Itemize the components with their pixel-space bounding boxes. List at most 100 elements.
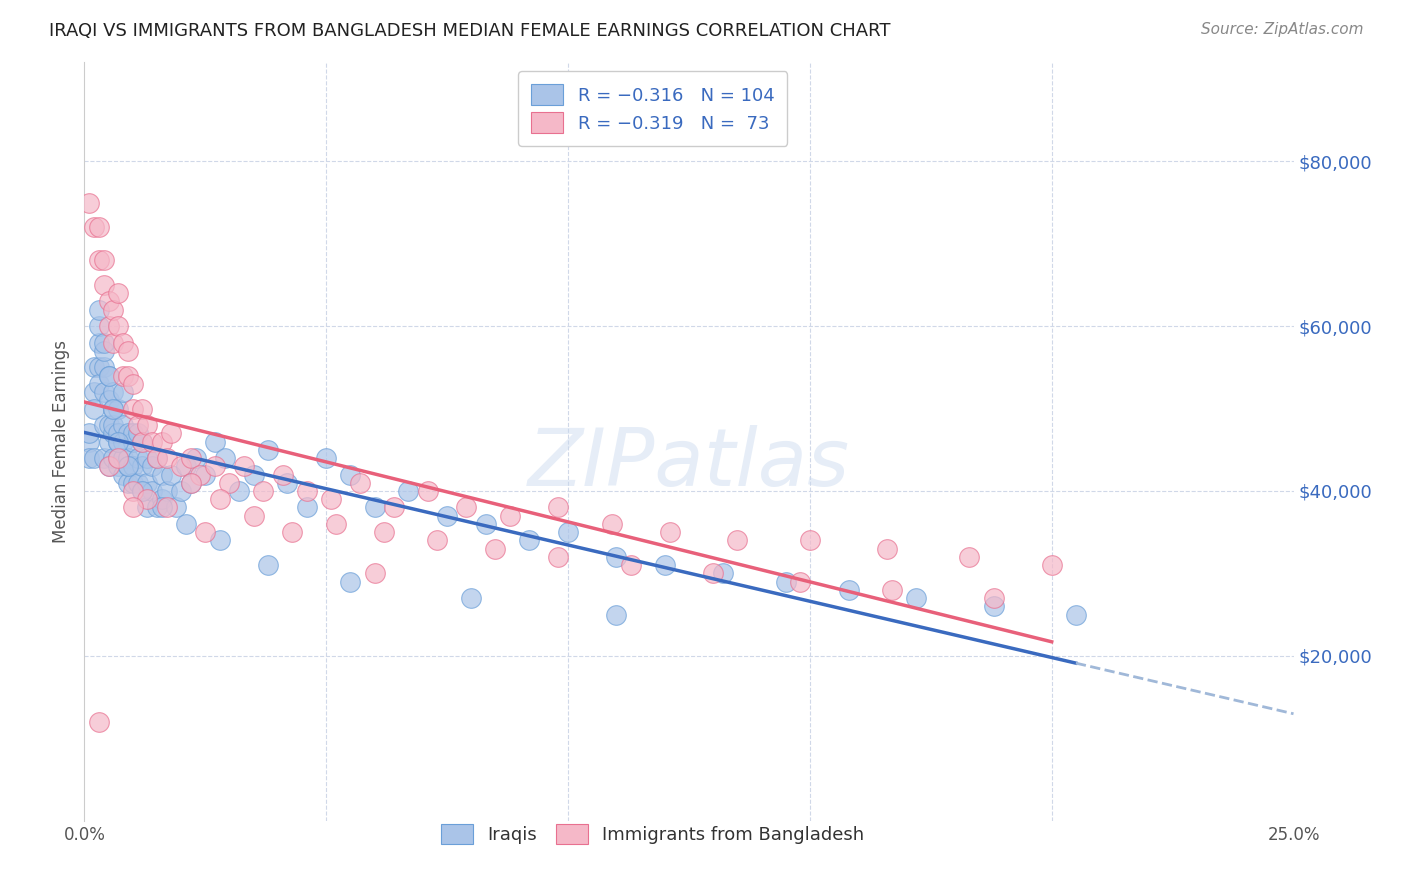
Point bbox=[136, 492, 159, 507]
Point bbox=[382, 500, 405, 515]
Point bbox=[121, 459, 143, 474]
Point bbox=[295, 500, 318, 515]
Point bbox=[725, 533, 748, 548]
Point bbox=[180, 475, 202, 490]
Point bbox=[876, 541, 898, 556]
Point bbox=[103, 401, 125, 416]
Point bbox=[112, 450, 135, 465]
Point bbox=[121, 376, 143, 391]
Point bbox=[117, 343, 139, 358]
Point bbox=[160, 426, 183, 441]
Point bbox=[121, 483, 143, 498]
Point bbox=[97, 368, 120, 383]
Point bbox=[121, 500, 143, 515]
Point bbox=[121, 475, 143, 490]
Point bbox=[155, 483, 177, 498]
Point bbox=[702, 566, 724, 581]
Point bbox=[107, 401, 129, 416]
Point bbox=[77, 434, 100, 449]
Point bbox=[252, 483, 274, 498]
Point bbox=[180, 450, 202, 465]
Point bbox=[97, 294, 120, 309]
Point bbox=[107, 434, 129, 449]
Y-axis label: Median Female Earnings: Median Female Earnings bbox=[52, 340, 70, 543]
Point bbox=[107, 450, 129, 465]
Point bbox=[83, 360, 105, 375]
Point bbox=[127, 475, 149, 490]
Point bbox=[180, 475, 202, 490]
Point bbox=[150, 434, 173, 449]
Point bbox=[396, 483, 419, 498]
Point bbox=[242, 467, 264, 482]
Point bbox=[184, 450, 207, 465]
Point bbox=[131, 434, 153, 449]
Point bbox=[456, 500, 478, 515]
Point bbox=[475, 516, 498, 531]
Point bbox=[547, 500, 569, 515]
Point bbox=[204, 434, 226, 449]
Point bbox=[214, 450, 236, 465]
Point bbox=[103, 426, 125, 441]
Point bbox=[117, 475, 139, 490]
Point bbox=[905, 591, 928, 606]
Point bbox=[295, 483, 318, 498]
Point bbox=[1040, 558, 1063, 573]
Point bbox=[97, 459, 120, 474]
Point bbox=[93, 277, 115, 292]
Point bbox=[87, 302, 110, 317]
Point bbox=[281, 525, 304, 540]
Point bbox=[499, 508, 522, 523]
Point bbox=[711, 566, 734, 581]
Point bbox=[233, 459, 256, 474]
Point bbox=[165, 500, 187, 515]
Point bbox=[174, 516, 197, 531]
Point bbox=[150, 467, 173, 482]
Point bbox=[103, 335, 125, 350]
Text: IRAQI VS IMMIGRANTS FROM BANGLADESH MEDIAN FEMALE EARNINGS CORRELATION CHART: IRAQI VS IMMIGRANTS FROM BANGLADESH MEDI… bbox=[49, 22, 891, 40]
Point bbox=[131, 434, 153, 449]
Point bbox=[93, 360, 115, 375]
Point bbox=[880, 582, 903, 597]
Point bbox=[146, 450, 169, 465]
Point bbox=[517, 533, 540, 548]
Point bbox=[121, 401, 143, 416]
Point bbox=[136, 450, 159, 465]
Point bbox=[141, 434, 163, 449]
Point bbox=[77, 195, 100, 210]
Point bbox=[146, 450, 169, 465]
Point bbox=[155, 450, 177, 465]
Point bbox=[103, 450, 125, 465]
Point bbox=[654, 558, 676, 573]
Point bbox=[204, 459, 226, 474]
Point bbox=[150, 500, 173, 515]
Point bbox=[83, 450, 105, 465]
Point bbox=[155, 500, 177, 515]
Point bbox=[983, 591, 1005, 606]
Point bbox=[799, 533, 821, 548]
Point bbox=[93, 343, 115, 358]
Point bbox=[605, 607, 627, 622]
Point bbox=[150, 492, 173, 507]
Point bbox=[605, 549, 627, 564]
Point bbox=[373, 525, 395, 540]
Point bbox=[319, 492, 342, 507]
Point bbox=[87, 253, 110, 268]
Point bbox=[789, 574, 811, 589]
Point bbox=[141, 459, 163, 474]
Point bbox=[208, 533, 231, 548]
Point bbox=[112, 467, 135, 482]
Point bbox=[416, 483, 439, 498]
Point bbox=[121, 434, 143, 449]
Point bbox=[87, 714, 110, 729]
Point bbox=[97, 319, 120, 334]
Point bbox=[112, 434, 135, 449]
Point bbox=[87, 319, 110, 334]
Point bbox=[117, 426, 139, 441]
Point bbox=[983, 599, 1005, 614]
Point bbox=[117, 450, 139, 465]
Point bbox=[97, 434, 120, 449]
Point bbox=[107, 459, 129, 474]
Point bbox=[112, 335, 135, 350]
Text: ZIPatlas: ZIPatlas bbox=[527, 425, 851, 503]
Point bbox=[160, 467, 183, 482]
